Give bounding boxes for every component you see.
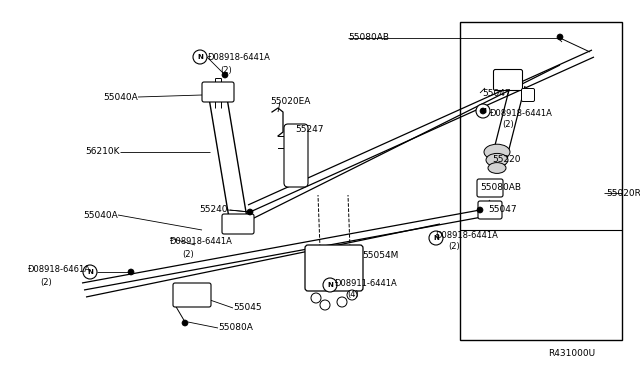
Text: 55045: 55045 (233, 304, 262, 312)
Ellipse shape (486, 153, 508, 167)
Circle shape (320, 300, 330, 310)
Circle shape (476, 104, 490, 118)
FancyBboxPatch shape (478, 201, 502, 219)
FancyBboxPatch shape (202, 82, 234, 102)
Circle shape (193, 50, 207, 64)
Text: Ð08918-6461A: Ð08918-6461A (28, 266, 91, 275)
Text: (2): (2) (40, 278, 52, 286)
Circle shape (83, 265, 97, 279)
Text: 55247: 55247 (295, 125, 323, 135)
Text: 55080AB: 55080AB (348, 33, 389, 42)
Text: Ð08918-6441A: Ð08918-6441A (490, 109, 553, 118)
Text: R431000U: R431000U (548, 350, 595, 359)
Text: N: N (433, 235, 439, 241)
Ellipse shape (488, 163, 506, 173)
Ellipse shape (484, 144, 510, 160)
Text: 55080A: 55080A (218, 324, 253, 333)
Text: N: N (197, 54, 203, 60)
Circle shape (182, 320, 188, 326)
FancyBboxPatch shape (305, 245, 363, 291)
FancyBboxPatch shape (477, 179, 503, 197)
Text: Ð08911-6441A: Ð08911-6441A (335, 279, 397, 288)
Text: 55220: 55220 (492, 155, 520, 164)
Text: 55040A: 55040A (83, 211, 118, 219)
FancyBboxPatch shape (173, 283, 211, 307)
Circle shape (222, 72, 228, 78)
Text: 56210K: 56210K (86, 148, 120, 157)
Text: (4): (4) (347, 291, 359, 299)
Text: (2): (2) (502, 121, 514, 129)
Text: Ð08918-6441A: Ð08918-6441A (208, 54, 271, 62)
Circle shape (477, 207, 483, 213)
Text: N: N (87, 269, 93, 275)
Circle shape (247, 209, 253, 215)
Text: 55240: 55240 (200, 205, 228, 215)
Bar (460, 22, 622, 340)
Text: 55047: 55047 (482, 89, 511, 97)
Circle shape (557, 34, 563, 40)
Text: (2): (2) (220, 65, 232, 74)
Text: N: N (327, 282, 333, 288)
Text: Ð08918-6441A: Ð08918-6441A (436, 231, 499, 240)
Text: (2): (2) (182, 250, 194, 259)
FancyBboxPatch shape (522, 89, 534, 102)
Text: 55080AB: 55080AB (480, 183, 521, 192)
Text: 55040A: 55040A (103, 93, 138, 102)
Circle shape (337, 297, 347, 307)
FancyBboxPatch shape (493, 70, 522, 90)
FancyBboxPatch shape (284, 124, 308, 187)
Circle shape (347, 290, 357, 300)
Text: 55054M: 55054M (362, 250, 398, 260)
Circle shape (480, 108, 486, 114)
Text: N: N (480, 108, 486, 114)
Circle shape (128, 269, 134, 275)
Text: 55020R: 55020R (606, 189, 640, 198)
Circle shape (429, 231, 443, 245)
Circle shape (323, 278, 337, 292)
Text: Ð08918-6441A: Ð08918-6441A (170, 237, 233, 247)
Text: (2): (2) (448, 243, 460, 251)
FancyBboxPatch shape (222, 214, 254, 234)
Text: 55047: 55047 (488, 205, 516, 215)
Circle shape (311, 293, 321, 303)
Text: 55020EA: 55020EA (270, 97, 310, 106)
